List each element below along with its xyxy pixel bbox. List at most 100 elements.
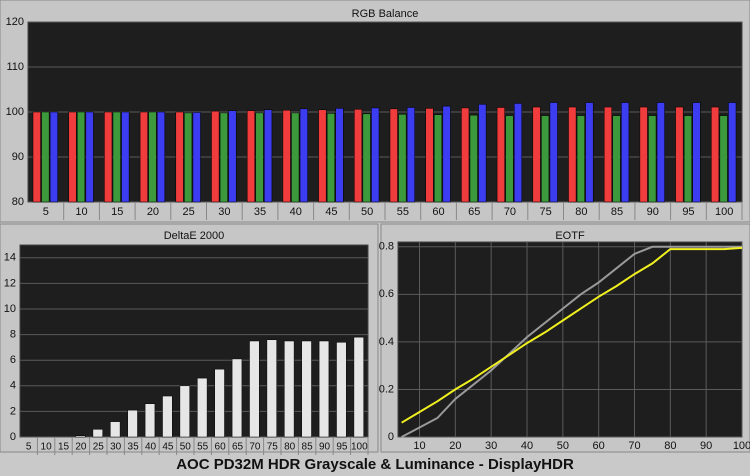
x-tick-label: 90 (319, 442, 331, 453)
bar (68, 111, 77, 203)
bar (683, 115, 692, 203)
y-tick-label: 120 (6, 16, 24, 28)
x-tick-label: 40 (521, 440, 533, 452)
x-tick-label: 80 (284, 442, 296, 453)
bar (144, 403, 156, 438)
line (401, 245, 742, 438)
chart-title: EOTF (555, 230, 585, 242)
x-tick-label: 95 (682, 206, 694, 218)
bar (639, 106, 648, 203)
x-tick-label: 80 (664, 440, 676, 452)
x-tick-label: 30 (218, 206, 230, 218)
bar (336, 342, 347, 438)
bar (192, 112, 201, 203)
x-tick-label: 95 (336, 442, 348, 453)
bar (496, 107, 505, 203)
x-tick-label: 50 (361, 206, 373, 218)
bar (353, 336, 364, 438)
y-tick-label: 90 (12, 151, 24, 163)
bar (513, 103, 523, 203)
x-tick-label: 5 (43, 206, 49, 218)
bar (398, 114, 407, 203)
x-tick-label: 20 (147, 206, 159, 218)
bar (77, 111, 86, 203)
plot-area (19, 244, 369, 438)
bar (354, 109, 363, 203)
y-tick-label: 0.2 (379, 383, 394, 395)
bar (127, 409, 138, 438)
x-tick-label: 50 (180, 442, 192, 453)
bar (656, 102, 665, 203)
x-tick-label: 20 (75, 442, 87, 453)
x-tick-label: 45 (325, 206, 337, 218)
bar (461, 107, 470, 203)
y-tick-label: 10 (4, 303, 16, 315)
x-tick-label: 25 (183, 206, 195, 218)
line (401, 246, 743, 424)
bar (478, 104, 487, 203)
caption: AOC PD32M HDR Grayscale & Luminance - Di… (176, 456, 574, 473)
bar (75, 435, 86, 438)
x-tick-label: 100 (733, 440, 750, 452)
y-tick-label: 0.6 (379, 288, 394, 300)
bar (139, 111, 148, 203)
bar (112, 111, 121, 203)
bar (264, 109, 273, 203)
y-tick-label: 14 (4, 252, 16, 264)
x-tick-label: 30 (110, 442, 122, 453)
bar (282, 109, 291, 203)
x-tick-label: 60 (432, 206, 444, 218)
y-tick-label: 2 (10, 405, 16, 417)
y-tick-label: 8 (10, 329, 16, 341)
bar (532, 106, 541, 203)
y-tick-label: 6 (10, 354, 16, 366)
bar (175, 111, 184, 203)
bar (148, 111, 157, 203)
bar (469, 114, 478, 203)
x-tick-label: 40 (145, 442, 157, 453)
bar (41, 111, 50, 203)
bar (612, 115, 621, 203)
x-tick-label: 15 (58, 442, 70, 453)
bar (434, 114, 443, 203)
bar (301, 340, 312, 438)
y-tick-label: 0 (10, 431, 16, 443)
bar (335, 108, 344, 203)
bar (92, 429, 103, 438)
x-tick-label: 85 (302, 442, 314, 453)
bar (425, 108, 434, 203)
x-tick-label: 90 (700, 440, 712, 452)
bar (231, 358, 243, 438)
bar (49, 111, 58, 203)
bar (284, 340, 295, 438)
bar (362, 113, 371, 203)
x-tick-label: 60 (593, 440, 605, 452)
chart-title: DeltaE 2000 (164, 230, 225, 242)
x-tick-label: 65 (468, 206, 480, 218)
bar (255, 112, 264, 203)
bar (389, 108, 398, 203)
x-tick-label: 55 (197, 442, 209, 453)
bar (156, 111, 166, 203)
bar (326, 113, 335, 203)
x-tick-label: 100 (715, 206, 733, 218)
x-tick-label: 40 (290, 206, 302, 218)
x-tick-label: 70 (628, 440, 640, 452)
x-tick-label: 75 (267, 442, 279, 453)
bar (179, 385, 190, 438)
x-tick-label: 20 (449, 440, 461, 452)
bar (299, 108, 308, 203)
x-tick-label: 5 (26, 442, 32, 453)
bar (162, 395, 173, 438)
bar (228, 110, 237, 203)
y-tick-label: 0.4 (379, 336, 394, 348)
bar (85, 111, 94, 203)
bar (406, 107, 415, 203)
bar (603, 106, 613, 203)
plot-area (397, 241, 743, 438)
bar (32, 111, 41, 203)
x-tick-label: 30 (485, 440, 497, 452)
bar (184, 112, 193, 203)
bar (214, 368, 225, 438)
